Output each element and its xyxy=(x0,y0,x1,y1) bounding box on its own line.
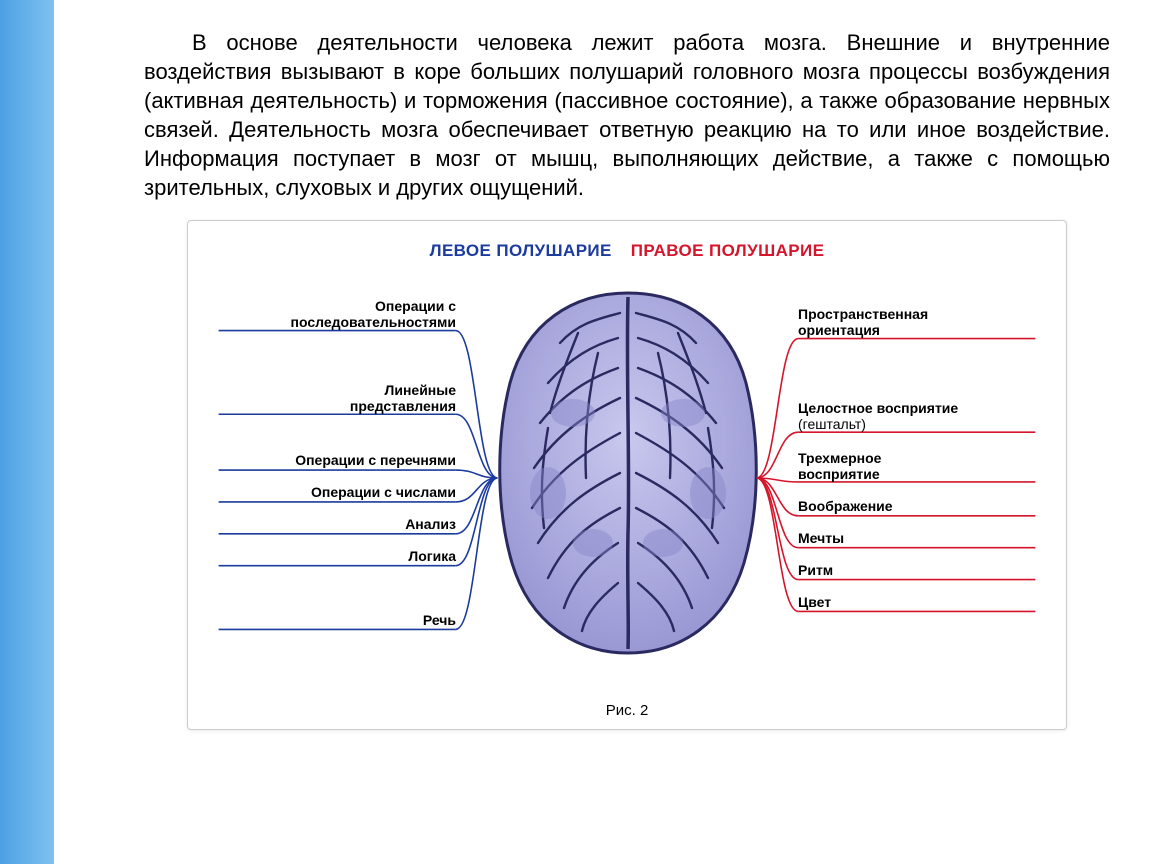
left-label: Анализ xyxy=(405,517,456,532)
brain-figure: ЛЕВОЕ ПОЛУШАРИЕ ПРАВОЕ ПОЛУШАРИЕ xyxy=(187,220,1067,730)
slide-content: В основе деятельности человека лежит раб… xyxy=(54,0,1150,864)
left-label: Речь xyxy=(423,613,456,628)
intro-paragraph: В основе деятельности человека лежит раб… xyxy=(144,28,1110,202)
right-label: Ритм xyxy=(798,563,833,578)
left-label: Операции с перечнями xyxy=(295,453,456,468)
right-label: Целостное восприятие(гештальт) xyxy=(798,401,958,432)
right-label: Трехмерноевосприятие xyxy=(798,451,881,482)
right-label: Воображение xyxy=(798,499,893,514)
right-label: Пространственнаяориентация xyxy=(798,307,928,338)
figure-caption: Рис. 2 xyxy=(188,702,1066,719)
right-label: Мечты xyxy=(798,531,844,546)
brain-illustration xyxy=(478,283,778,663)
right-label: Цвет xyxy=(798,595,831,610)
slide-side-accent xyxy=(0,0,54,864)
brain-fissure xyxy=(627,297,628,649)
right-label-group: Пространственнаяориентация Целостное восп… xyxy=(776,221,1066,729)
left-label: Логика xyxy=(408,549,456,564)
left-label: Операции споследовательностями xyxy=(291,299,457,330)
left-label: Линейныепредставления xyxy=(350,383,456,414)
brain-svg xyxy=(478,283,778,663)
left-label: Операции с числами xyxy=(311,485,456,500)
left-label-group: Операции споследовательностями Линейныепр… xyxy=(188,221,478,729)
